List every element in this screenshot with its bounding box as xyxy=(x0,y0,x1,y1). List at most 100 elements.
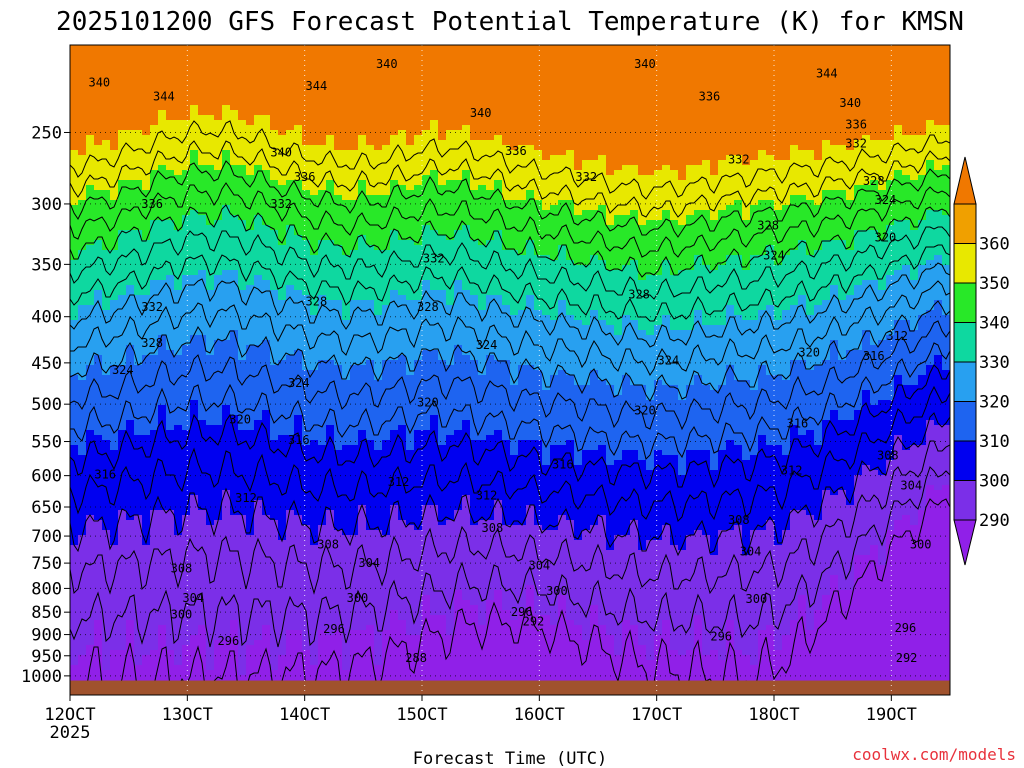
field-cell xyxy=(294,115,303,121)
field-cell xyxy=(326,120,335,126)
field-cell xyxy=(110,515,119,521)
field-cell xyxy=(230,205,239,211)
field-cell xyxy=(358,375,367,381)
field-cell xyxy=(70,640,79,646)
field-cell xyxy=(238,430,247,436)
field-cell xyxy=(246,305,255,311)
field-cell xyxy=(358,180,367,186)
field-cell xyxy=(174,260,183,266)
field-cell xyxy=(318,550,327,556)
field-cell xyxy=(238,375,247,381)
field-cell xyxy=(350,485,359,491)
field-cell xyxy=(142,515,151,521)
field-cell xyxy=(86,70,95,76)
field-cell xyxy=(214,435,223,441)
field-cell xyxy=(286,220,295,226)
field-cell xyxy=(118,300,127,306)
field-cell xyxy=(222,345,231,351)
field-cell xyxy=(350,175,359,181)
field-cell xyxy=(270,45,279,51)
field-cell xyxy=(198,510,207,516)
field-cell xyxy=(222,445,231,451)
field-cell xyxy=(78,180,87,186)
field-cell xyxy=(86,390,95,396)
field-cell xyxy=(278,435,287,441)
field-cell xyxy=(214,180,223,186)
field-cell xyxy=(134,665,143,671)
field-cell xyxy=(238,510,247,516)
field-cell xyxy=(342,95,351,101)
field-cell xyxy=(150,445,159,451)
field-cell xyxy=(334,530,343,536)
field-cell xyxy=(86,375,95,381)
field-cell xyxy=(230,340,239,346)
field-cell xyxy=(102,240,111,246)
field-cell xyxy=(214,525,223,531)
field-cell xyxy=(190,345,199,351)
field-cell xyxy=(350,550,359,556)
field-cell xyxy=(166,640,175,646)
field-cell xyxy=(158,590,167,596)
field-cell xyxy=(70,495,79,501)
field-cell xyxy=(182,415,191,421)
field-cell xyxy=(262,50,271,56)
field-cell xyxy=(214,590,223,596)
field-cell xyxy=(78,565,87,571)
field-cell xyxy=(302,355,311,361)
field-cell xyxy=(238,395,247,401)
field-cell xyxy=(110,435,119,441)
field-cell xyxy=(94,550,103,556)
field-cell xyxy=(158,465,167,471)
field-cell xyxy=(238,585,247,591)
field-cell xyxy=(350,155,359,161)
field-cell xyxy=(190,100,199,106)
field-cell xyxy=(190,505,199,511)
field-cell xyxy=(206,135,215,141)
field-cell xyxy=(70,380,79,386)
field-cell xyxy=(270,475,279,481)
field-cell xyxy=(86,385,95,391)
field-cell xyxy=(134,375,143,381)
field-cell xyxy=(206,265,215,271)
field-cell xyxy=(198,520,207,526)
field-cell xyxy=(350,480,359,486)
field-cell xyxy=(174,420,183,426)
field-cell xyxy=(182,220,191,226)
field-cell xyxy=(254,605,263,611)
field-cell xyxy=(342,370,351,376)
field-cell xyxy=(118,435,127,441)
field-cell xyxy=(246,500,255,506)
field-cell xyxy=(118,540,127,546)
field-cell xyxy=(246,535,255,541)
field-cell xyxy=(374,55,383,61)
field-cell xyxy=(254,675,263,681)
field-cell xyxy=(166,390,175,396)
field-cell xyxy=(126,505,135,511)
field-cell xyxy=(254,180,263,186)
field-cell xyxy=(238,55,247,61)
field-cell xyxy=(278,370,287,376)
field-cell xyxy=(350,130,359,136)
field-cell xyxy=(350,65,359,71)
field-cell xyxy=(366,435,375,441)
field-cell xyxy=(126,55,135,61)
field-cell xyxy=(94,235,103,241)
field-cell xyxy=(246,365,255,371)
field-cell xyxy=(70,355,79,361)
field-cell xyxy=(86,250,95,256)
field-cell xyxy=(294,165,303,171)
field-cell xyxy=(206,295,215,301)
field-cell xyxy=(94,635,103,641)
field-cell xyxy=(262,560,271,566)
field-cell xyxy=(230,545,239,551)
field-cell xyxy=(302,675,311,681)
field-cell xyxy=(134,365,143,371)
field-cell xyxy=(126,490,135,496)
field-cell xyxy=(358,45,367,51)
field-cell xyxy=(278,665,287,671)
field-cell xyxy=(318,625,327,631)
field-cell xyxy=(278,145,287,151)
field-cell xyxy=(246,50,255,56)
field-cell xyxy=(206,640,215,646)
field-cell xyxy=(278,500,287,506)
